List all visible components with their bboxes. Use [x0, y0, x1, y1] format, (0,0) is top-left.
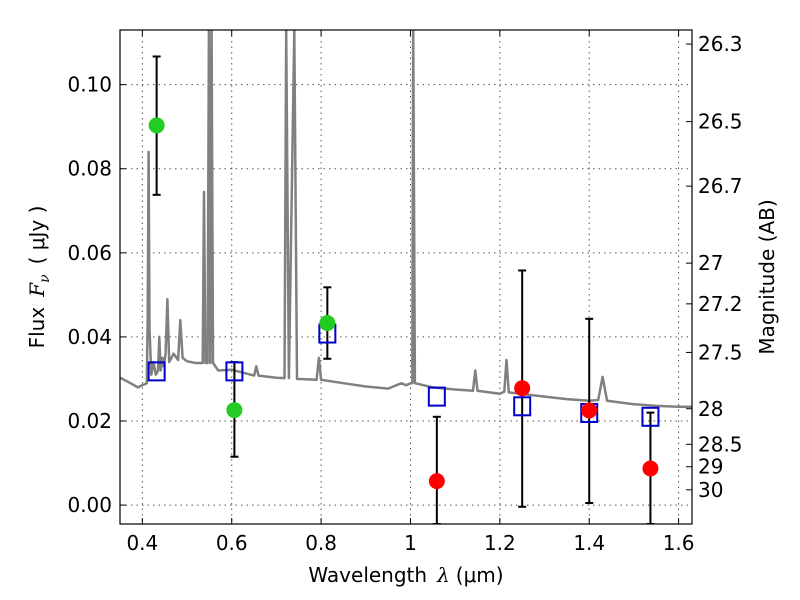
grid	[120, 30, 692, 524]
y-axis-label-left: FluxFν( μJy )	[25, 206, 53, 349]
y-tick-label: 0.10	[67, 73, 112, 97]
mag-tick-label: 26.3	[698, 32, 743, 56]
axis-ticks: 0.4 0.6 0.8 1 1.2 1.4 1.6 0.00 0.02 0.04 0.06 0.08 0…	[67, 30, 743, 555]
model-photometry-box	[427, 386, 446, 407]
upper-point	[581, 402, 598, 419]
plot-frame	[119, 29, 693, 525]
x-tick-label: 0.4	[126, 531, 158, 555]
x-tick-label: 0.6	[216, 531, 248, 555]
mag-tick-label: 28	[698, 397, 723, 421]
model-photometry-box	[641, 406, 660, 427]
model-spectrum-layer	[120, 30, 692, 408]
x-tick-label: 1	[404, 531, 417, 555]
mag-tick-label: 28.5	[698, 432, 743, 456]
mag-tick-label: 30	[698, 478, 723, 502]
x-tick-label: 0.8	[305, 531, 337, 555]
x-axis-label: Wavelength λ (μm)	[308, 563, 503, 587]
model-spectrum-line	[120, 30, 692, 408]
mag-tick-label: 26.7	[698, 174, 743, 198]
upper-point	[642, 460, 659, 477]
y-axis-label-right: Magnitude (AB)	[755, 199, 779, 354]
x-tick-label: 1.6	[663, 531, 695, 555]
mag-tick-label: 29	[698, 455, 723, 479]
upper-point	[428, 473, 445, 490]
model-photometry-box	[225, 361, 244, 382]
detection-point	[148, 117, 165, 134]
mag-tick-label: 27	[698, 251, 723, 275]
y-tick-label: 0.00	[67, 493, 112, 517]
upper-point	[514, 380, 531, 397]
y-tick-label: 0.08	[67, 157, 112, 181]
mag-tick-label: 27.5	[698, 340, 743, 364]
x-tick-label: 1.2	[484, 531, 516, 555]
model-photometry-box	[513, 396, 532, 417]
x-tick-label: 1.4	[573, 531, 605, 555]
detection-point	[226, 402, 243, 419]
y-tick-label: 0.06	[67, 241, 112, 265]
observed-photometry	[148, 117, 659, 490]
mag-tick-label: 26.5	[698, 110, 743, 134]
detection-point	[319, 315, 336, 332]
mag-tick-label: 27.2	[698, 292, 743, 316]
model-photometry-box	[147, 361, 166, 382]
errorbars	[152, 55, 655, 524]
y-tick-label: 0.02	[67, 409, 112, 433]
y-tick-label: 0.04	[67, 325, 112, 349]
